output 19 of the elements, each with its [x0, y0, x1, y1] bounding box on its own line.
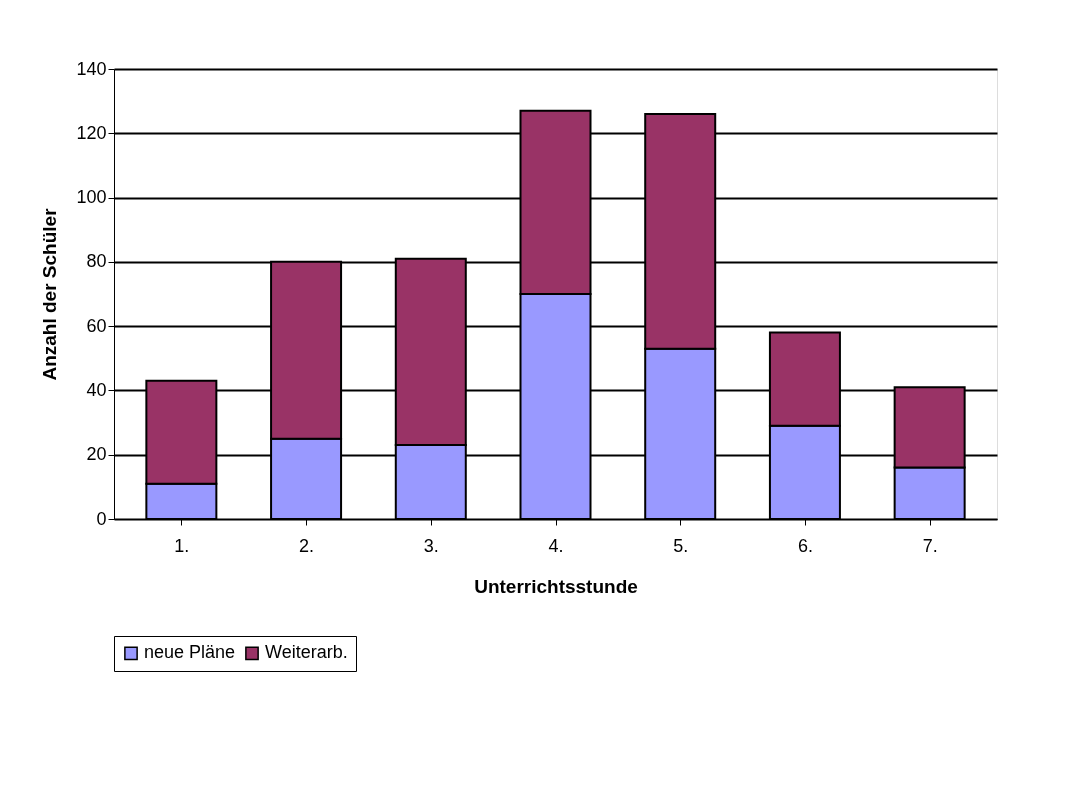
x-tick-label: 2.: [299, 535, 315, 556]
y-tick-label: 0: [96, 508, 107, 529]
x-tick-label: 6.: [797, 535, 813, 556]
y-tick-label: 20: [86, 444, 107, 465]
y-tick-label: 60: [86, 315, 107, 336]
y-tick-label: 120: [76, 122, 107, 143]
y-tick-label: 100: [76, 187, 107, 208]
x-tick-label: 7.: [922, 535, 938, 556]
y-tick-label: 140: [76, 58, 107, 79]
x-tick-label: 4.: [548, 535, 564, 556]
x-tick-label: 1.: [174, 535, 190, 556]
x-tick-label: 3.: [423, 535, 439, 556]
x-tick-label: 5.: [673, 535, 689, 556]
x-axis-title: Unterrichtsstunde: [474, 575, 638, 597]
y-tick-label: 40: [86, 379, 107, 400]
legend-label: Weiterarb.: [265, 642, 348, 663]
y-tick-label: 80: [86, 251, 107, 272]
y-axis-title: Anzahl der Schüler: [39, 207, 61, 381]
legend-label: neue Pläne: [144, 642, 236, 663]
